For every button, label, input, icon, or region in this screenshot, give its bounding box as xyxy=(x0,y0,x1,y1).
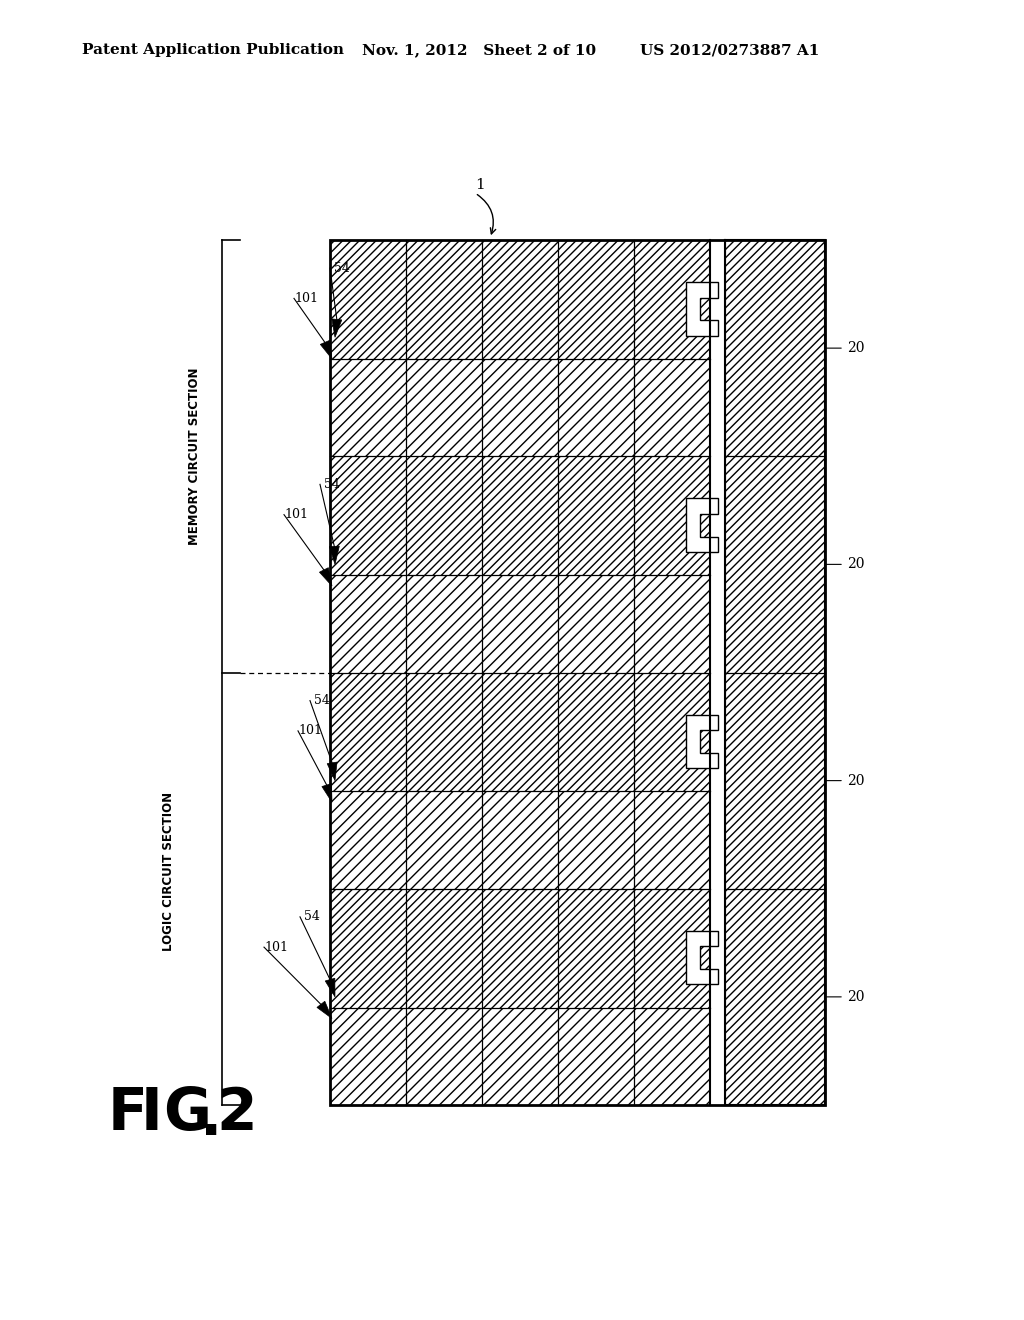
Text: 54: 54 xyxy=(334,261,350,275)
Bar xyxy=(634,457,710,576)
Bar xyxy=(330,240,406,359)
Bar xyxy=(406,576,482,672)
Bar xyxy=(406,792,482,888)
Text: 20: 20 xyxy=(847,990,864,1005)
Bar xyxy=(406,457,482,576)
Bar xyxy=(330,240,825,1105)
Bar xyxy=(634,576,710,672)
Bar xyxy=(482,576,558,672)
Polygon shape xyxy=(317,1002,332,1019)
Bar xyxy=(330,792,406,888)
Bar xyxy=(406,888,482,1007)
Bar xyxy=(406,359,482,457)
Text: 54: 54 xyxy=(314,694,330,708)
Bar xyxy=(558,240,634,359)
Bar xyxy=(634,792,710,888)
Text: I: I xyxy=(141,1085,163,1142)
Bar xyxy=(482,457,558,576)
Bar xyxy=(482,792,558,888)
Text: 1: 1 xyxy=(475,178,485,191)
Bar xyxy=(634,888,710,1007)
Text: 20: 20 xyxy=(847,341,864,355)
Bar xyxy=(558,888,634,1007)
Bar xyxy=(558,457,634,576)
Bar xyxy=(406,240,482,359)
Bar xyxy=(482,359,558,457)
Polygon shape xyxy=(686,931,718,985)
Bar xyxy=(634,1007,710,1105)
Polygon shape xyxy=(686,499,718,552)
Bar xyxy=(558,359,634,457)
Text: 101: 101 xyxy=(294,292,318,305)
Text: 101: 101 xyxy=(284,508,308,521)
Text: F: F xyxy=(108,1085,147,1142)
Polygon shape xyxy=(322,784,332,803)
Bar xyxy=(406,1007,482,1105)
Bar xyxy=(558,792,634,888)
Text: 54: 54 xyxy=(324,478,340,491)
Bar xyxy=(330,888,406,1007)
Bar xyxy=(482,888,558,1007)
Bar xyxy=(634,359,710,457)
Polygon shape xyxy=(686,714,718,768)
Bar xyxy=(725,240,825,1105)
Bar xyxy=(406,672,482,792)
Polygon shape xyxy=(319,568,332,586)
Polygon shape xyxy=(686,282,718,335)
Text: US 2012/0273887 A1: US 2012/0273887 A1 xyxy=(640,44,819,57)
Bar xyxy=(330,672,406,792)
Bar xyxy=(330,1007,406,1105)
Bar xyxy=(710,240,725,1105)
Bar xyxy=(330,457,406,576)
Text: 101: 101 xyxy=(298,725,322,738)
Polygon shape xyxy=(321,341,332,359)
Text: 54: 54 xyxy=(304,911,319,924)
Bar xyxy=(634,672,710,792)
Text: MEMORY CIRCUIT SECTION: MEMORY CIRCUIT SECTION xyxy=(188,367,202,545)
Text: Nov. 1, 2012   Sheet 2 of 10: Nov. 1, 2012 Sheet 2 of 10 xyxy=(362,44,596,57)
Bar xyxy=(558,576,634,672)
Bar xyxy=(482,240,558,359)
Bar xyxy=(482,1007,558,1105)
Bar xyxy=(330,359,406,457)
Text: 20: 20 xyxy=(847,557,864,572)
Bar xyxy=(482,672,558,792)
Polygon shape xyxy=(330,546,339,565)
Text: Patent Application Publication: Patent Application Publication xyxy=(82,44,344,57)
Polygon shape xyxy=(328,762,337,780)
Text: 101: 101 xyxy=(264,941,288,953)
Text: 2: 2 xyxy=(216,1085,257,1142)
Bar xyxy=(330,576,406,672)
Text: .: . xyxy=(200,1090,222,1147)
Polygon shape xyxy=(332,319,342,338)
Text: G: G xyxy=(163,1085,211,1142)
Polygon shape xyxy=(326,978,335,997)
Bar xyxy=(558,672,634,792)
Text: LOGIC CIRCUIT SECTION: LOGIC CIRCUIT SECTION xyxy=(162,792,174,950)
Bar xyxy=(634,240,710,359)
Text: 20: 20 xyxy=(847,774,864,788)
Bar xyxy=(558,1007,634,1105)
